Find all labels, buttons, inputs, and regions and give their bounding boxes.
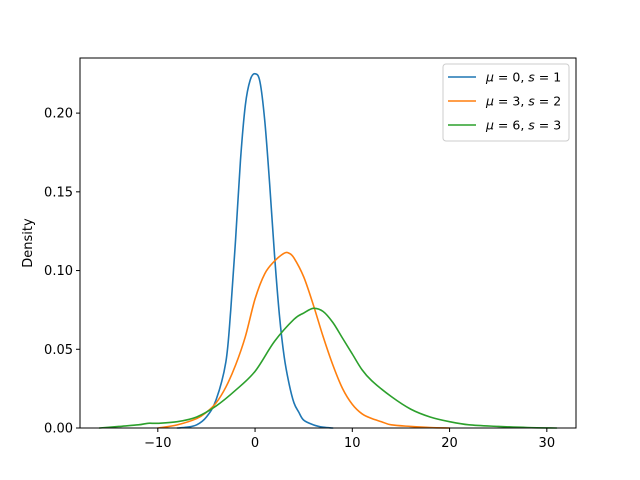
x-tick-label: 10	[344, 436, 361, 451]
legend-box	[442, 63, 570, 142]
legend-label-part: μ	[485, 70, 494, 85]
legend-label-part: μ	[485, 118, 494, 133]
legend-label-part: = 0,	[494, 70, 528, 85]
legend-label-part: s	[528, 94, 535, 109]
y-axis-label: Density	[21, 218, 36, 268]
legend-label-part: s	[528, 118, 535, 133]
series-line-1	[157, 251, 451, 429]
y-tick-label: 0.10	[44, 264, 73, 279]
legend-label-part: = 1	[535, 70, 561, 85]
legend-label-part: μ	[485, 94, 494, 109]
x-tick-label: 20	[441, 436, 458, 451]
legend-label-part: = 2	[535, 94, 561, 109]
series-line-0	[176, 72, 334, 429]
plot-frame	[79, 57, 577, 429]
y-tick-label: 0.15	[44, 185, 73, 200]
legend-label-1: μ = 3, s = 2	[485, 94, 561, 109]
legend-label-part: = 3	[535, 118, 561, 133]
y-axis: 0.00 0.05 0.10 0.15 0.20	[44, 107, 80, 437]
x-tick-label: 0	[251, 436, 259, 451]
x-tick-label: −10	[144, 436, 171, 451]
y-tick-label: 0.20	[44, 107, 73, 122]
x-tick-label: 30	[539, 436, 556, 451]
legend-label-0: μ = 0, s = 1	[485, 70, 561, 85]
x-axis: −10 0 10 20 30	[144, 428, 555, 451]
y-tick-label: 0.05	[44, 343, 73, 358]
legend-label-part: = 3,	[494, 94, 528, 109]
legend-label-part: s	[528, 70, 535, 85]
legend: μ = 0, s = 1μ = 3, s = 2μ = 6, s = 3	[442, 63, 570, 142]
series-line-2	[98, 307, 558, 429]
legend-label-2: μ = 6, s = 3	[485, 118, 561, 133]
legend-label-part: = 6,	[494, 118, 528, 133]
y-tick-label: 0.00	[44, 422, 73, 437]
series-layer	[98, 72, 558, 429]
